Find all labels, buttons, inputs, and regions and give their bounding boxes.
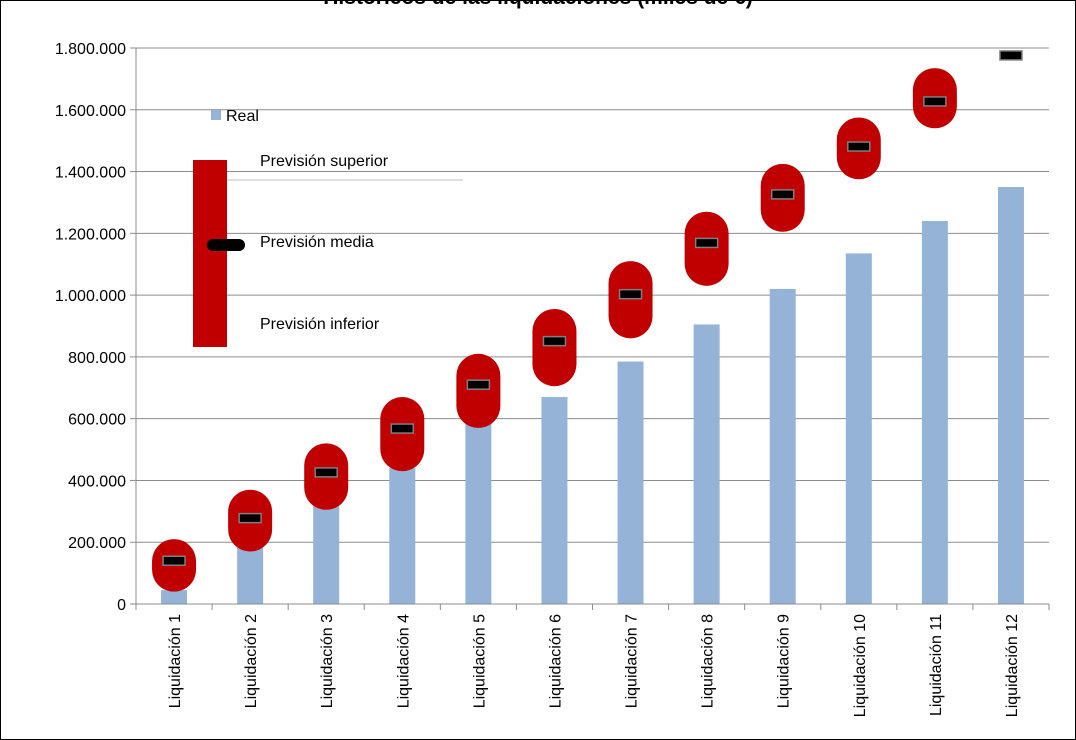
forecast-mean-marker <box>238 512 262 524</box>
legend-real-swatch <box>211 110 221 120</box>
x-tick-label: Liquidación 11 <box>928 614 945 716</box>
x-tick-label: Liquidación 9 <box>776 614 793 708</box>
real-bar <box>465 423 492 604</box>
legend-real-label: Real <box>226 108 259 125</box>
forecast-range <box>380 397 425 472</box>
real-bar <box>845 253 872 604</box>
real-bar <box>237 546 264 604</box>
axes <box>135 48 1050 610</box>
forecast-mean-marker <box>314 467 338 478</box>
x-tick-label: Liquidación 3 <box>319 614 336 708</box>
x-tick-label: Liquidación 4 <box>395 614 412 708</box>
x-tick-labels: Liquidación 1 Liquidación 2 Liquidación 3 L… <box>167 614 1021 717</box>
y-tick-label: 400.000 <box>68 473 126 490</box>
y-tick-label: 1.600.000 <box>55 103 126 120</box>
y-tick-label: 0 <box>117 597 126 614</box>
x-tick-label: Liquidación 12 <box>1004 614 1021 717</box>
real-bar <box>921 220 948 604</box>
forecast-mean-marker <box>999 50 1023 61</box>
forecast-mean-marker <box>847 141 871 152</box>
legend-mean-label: Previsión media <box>260 234 374 251</box>
forecast-mean-marker <box>542 335 567 347</box>
forecast-ranges <box>152 50 1023 592</box>
legend-mean-swatch <box>207 239 245 251</box>
y-tick-label: 1.800.000 <box>55 41 126 58</box>
x-tick-label: Liquidación 5 <box>471 614 488 708</box>
x-tick-label: Liquidación 1 <box>167 614 184 708</box>
forecast-range <box>684 211 729 286</box>
real-bar <box>313 505 340 604</box>
real-bar <box>617 361 644 604</box>
forecast-range <box>532 309 577 387</box>
forecast-mean-marker <box>923 96 947 107</box>
y-tick-labels: 0 200.000 400.000 600.000 800.000 1.000.000 1.… <box>55 41 126 614</box>
legend: Real Previsión superior Previsión media … <box>193 108 463 347</box>
real-bar <box>389 468 416 604</box>
x-tick-label: Liquidación 10 <box>852 614 869 717</box>
real-bar <box>541 397 568 604</box>
y-tick-label: 600.000 <box>68 412 126 429</box>
forecast-mean-marker <box>162 555 186 567</box>
real-bars <box>161 187 1024 604</box>
real-bar <box>769 288 796 604</box>
forecast-mean-marker <box>466 379 491 390</box>
y-tick-label: 1.200.000 <box>55 226 126 243</box>
real-bar <box>997 187 1024 604</box>
forecast-mean-marker <box>618 288 643 300</box>
y-tick-label: 800.000 <box>68 350 126 367</box>
legend-range-swatch <box>193 160 227 347</box>
real-bar <box>161 590 188 604</box>
x-tick-label: Liquidación 6 <box>547 614 564 708</box>
real-bar <box>693 324 720 604</box>
forecast-mean-marker <box>770 189 795 200</box>
forecast-mean-marker <box>390 423 415 434</box>
forecast-range <box>456 353 501 428</box>
chart-title: Históricos de las liquidaciones (miles d… <box>323 0 752 9</box>
legend-upper-label: Previsión superior <box>260 153 389 170</box>
y-tick-label: 1.400.000 <box>55 165 126 182</box>
y-tick-label: 200.000 <box>68 535 126 552</box>
legend-lower-label: Previsión inferior <box>260 316 380 333</box>
forecast-mean-marker <box>694 237 719 249</box>
x-tick-label: Liquidación 8 <box>700 614 717 708</box>
x-tick-label: Liquidación 2 <box>243 614 260 708</box>
forecast-range <box>608 261 653 339</box>
x-tick-label: Liquidación 7 <box>624 614 641 708</box>
gridlines <box>130 47 1049 605</box>
y-tick-label: 1.000.000 <box>55 288 126 305</box>
